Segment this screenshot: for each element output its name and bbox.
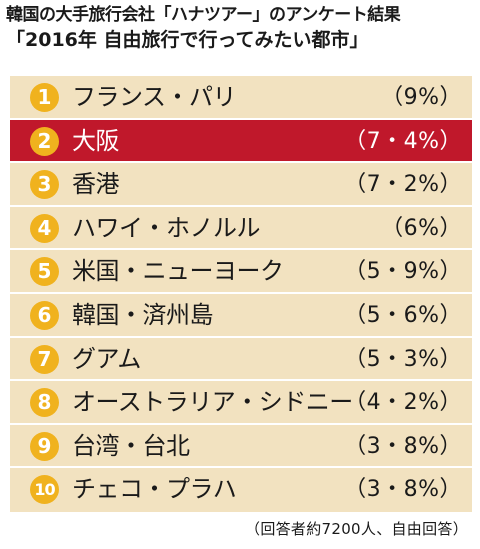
rank-badge: 7 <box>30 344 59 374</box>
chart-title-block: 韓国の大手旅行会社「ハナツアー」のアンケート結果 「2016年 自由旅行で行って… <box>6 4 474 51</box>
rank-badge: 8 <box>30 388 59 418</box>
rank-badge: 10 <box>30 475 59 505</box>
rank-badge: 1 <box>30 83 59 112</box>
table-row: 2 大阪 （7・4%） <box>10 119 472 164</box>
city-name: チェコ・プラハ <box>72 475 237 504</box>
percent-value: （6%） <box>381 215 462 241</box>
table-row: 8 オーストラリア・シドニー （4・2%） <box>10 381 472 425</box>
city-name: 香港 <box>72 170 120 199</box>
table-row: 4 ハワイ・ホノルル （6%） <box>10 207 472 251</box>
rank-badge: 9 <box>30 431 59 461</box>
chart-title: 韓国の大手旅行会社「ハナツアー」のアンケート結果 <box>6 5 401 25</box>
ranking-table: 1 フランス・パリ （9%） 2 大阪 （7・4%） 3 香港 （7・2%） 4 ハワイ・ホノルル （… <box>10 76 472 512</box>
percent-value: （5・3%） <box>344 346 462 372</box>
city-name: 大阪 <box>72 126 120 155</box>
city-name: 韓国・済州島 <box>72 301 214 329</box>
city-name: ハワイ・ホノルル <box>72 213 261 242</box>
table-row: 6 韓国・済州島 （5・6%） <box>10 294 472 338</box>
city-name: グアム <box>72 344 141 373</box>
percent-value: （3・8%） <box>344 433 462 459</box>
rank-badge: 6 <box>30 301 59 330</box>
percent-value: （7・2%） <box>344 172 462 198</box>
table-row: 1 フランス・パリ （9%） <box>10 76 472 120</box>
city-name: 米国・ニューヨーク <box>72 257 284 286</box>
table-row: 5 米国・ニューヨーク （5・9%） <box>10 250 472 294</box>
rank-badge: 3 <box>30 170 59 200</box>
city-name: 台湾・台北 <box>72 431 190 460</box>
percent-value: （7・4%） <box>344 128 462 154</box>
percent-value: （9%） <box>381 85 462 110</box>
city-name: オーストラリア・シドニー <box>72 388 353 417</box>
table-row: 3 香港 （7・2%） <box>10 163 472 207</box>
percent-value: （5・9%） <box>344 259 462 285</box>
rank-badge: 5 <box>30 257 59 287</box>
city-name: フランス・パリ <box>72 83 237 111</box>
percent-value: （4・2%） <box>344 390 462 416</box>
table-row: 7 グアム （5・3%） <box>10 338 472 382</box>
chart-subtitle: 「2016年 自由旅行で行ってみたい都市」 <box>6 28 369 51</box>
table-row: 9 台湾・台北 （3・8%） <box>10 425 472 469</box>
footnote: （回答者約7200人、自由回答） <box>245 520 468 538</box>
percent-value: （3・8%） <box>344 477 462 503</box>
rank-badge: 4 <box>30 213 59 243</box>
rank-badge: 2 <box>30 126 59 156</box>
table-row: 10 チェコ・プラハ （3・8%） <box>10 468 472 512</box>
percent-value: （5・6%） <box>344 303 462 328</box>
